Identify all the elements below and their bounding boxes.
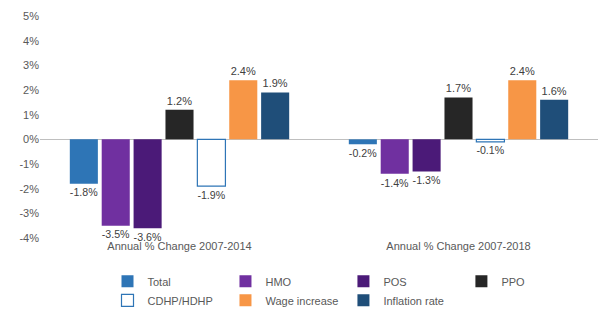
svg-text:-0.1%: -0.1% bbox=[476, 144, 504, 156]
svg-text:-1.3%: -1.3% bbox=[413, 174, 441, 186]
svg-text:-4%: -4% bbox=[19, 232, 39, 244]
svg-text:Total: Total bbox=[148, 276, 171, 288]
svg-text:4%: 4% bbox=[23, 35, 39, 47]
svg-text:Inflation rate: Inflation rate bbox=[383, 295, 444, 307]
svg-text:-2%: -2% bbox=[19, 183, 39, 195]
svg-text:-0.2%: -0.2% bbox=[349, 147, 377, 159]
svg-text:1.7%: 1.7% bbox=[446, 82, 471, 94]
svg-text:-3%: -3% bbox=[19, 207, 39, 219]
svg-text:Wage increase: Wage increase bbox=[265, 295, 338, 307]
svg-text:PPO: PPO bbox=[501, 276, 525, 288]
svg-text:1.9%: 1.9% bbox=[263, 77, 288, 89]
svg-text:HMO: HMO bbox=[265, 276, 291, 288]
svg-text:CDHP/HDHP: CDHP/HDHP bbox=[148, 295, 213, 307]
svg-text:2.4%: 2.4% bbox=[231, 65, 256, 77]
svg-text:Annual % Change 2007-2018: Annual % Change 2007-2018 bbox=[386, 240, 530, 252]
svg-text:2.4%: 2.4% bbox=[510, 65, 535, 77]
svg-text:-1.9%: -1.9% bbox=[197, 189, 225, 201]
svg-text:5%: 5% bbox=[23, 10, 39, 22]
svg-text:2%: 2% bbox=[23, 84, 39, 96]
svg-text:-1.4%: -1.4% bbox=[381, 177, 409, 189]
svg-text:0%: 0% bbox=[23, 133, 39, 145]
svg-text:-3.5%: -3.5% bbox=[102, 228, 130, 240]
svg-text:-1.8%: -1.8% bbox=[70, 186, 98, 198]
svg-text:-1%: -1% bbox=[19, 158, 39, 170]
svg-text:1%: 1% bbox=[23, 109, 39, 121]
svg-text:1.2%: 1.2% bbox=[167, 95, 192, 107]
svg-text:1.6%: 1.6% bbox=[542, 85, 567, 97]
svg-text:-3.6%: -3.6% bbox=[134, 231, 162, 243]
svg-text:3%: 3% bbox=[23, 59, 39, 71]
svg-text:POS: POS bbox=[383, 276, 406, 288]
svg-text:Annual % Change 2007-2014: Annual % Change 2007-2014 bbox=[107, 240, 251, 252]
